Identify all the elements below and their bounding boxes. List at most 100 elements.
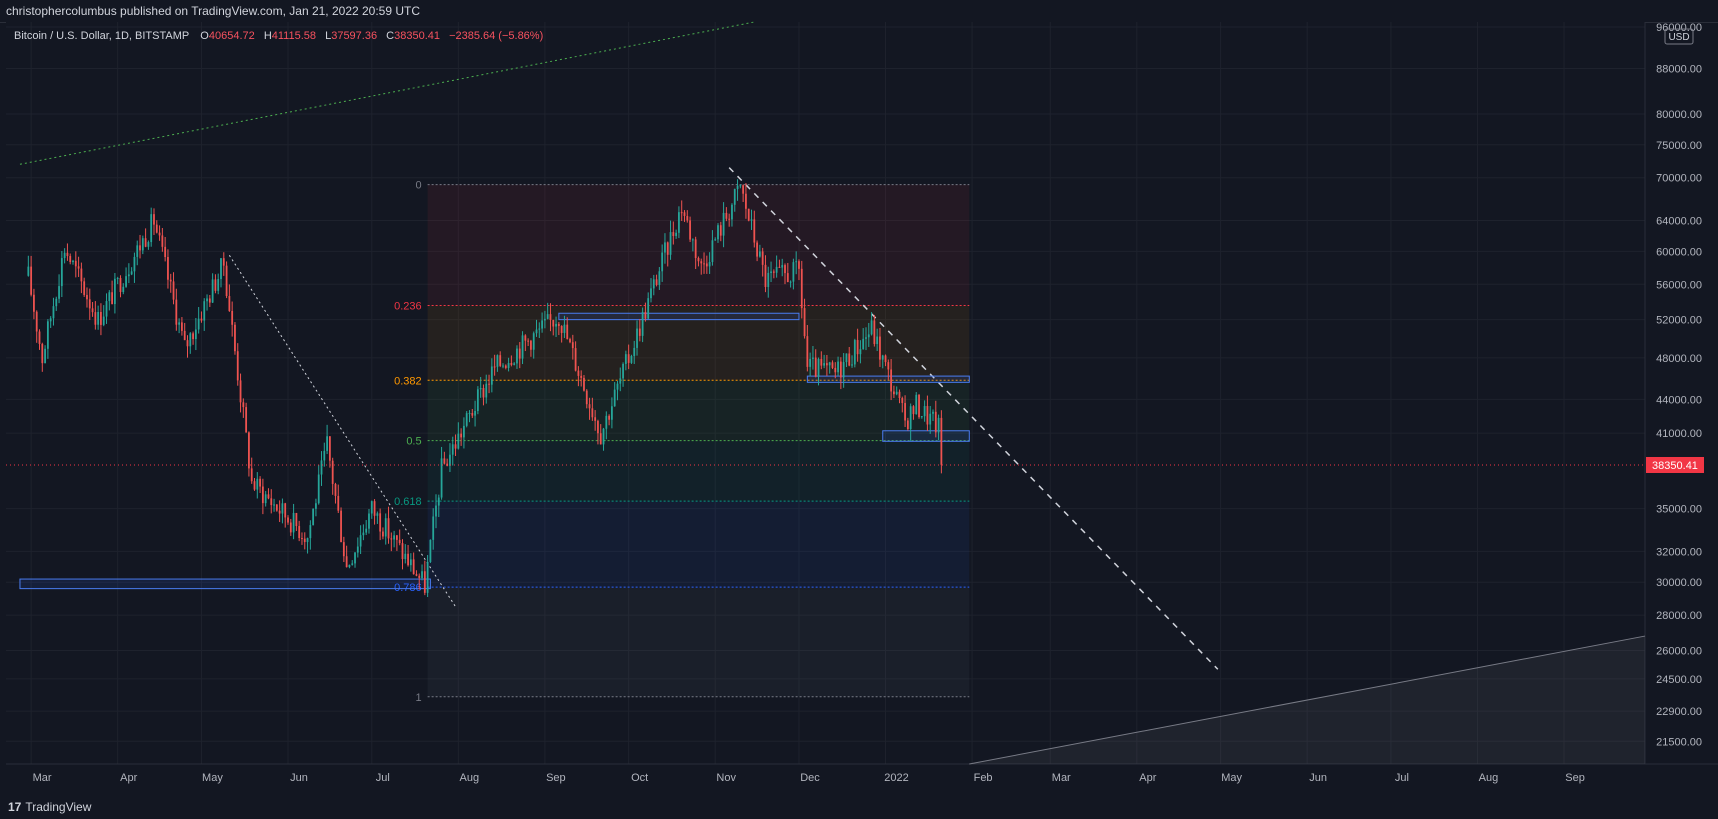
candle-body <box>549 314 552 320</box>
candle-body <box>672 232 675 237</box>
candle-body <box>817 358 820 377</box>
open-label: O <box>200 30 209 42</box>
candle-body <box>828 362 831 366</box>
candle-body <box>443 458 446 464</box>
candle-body <box>41 343 44 364</box>
tradingview-logo[interactable]: 17 TradingView <box>8 800 91 814</box>
candle-body <box>879 336 881 360</box>
trendline <box>728 167 1219 670</box>
candle-body <box>890 369 893 392</box>
candle-body <box>887 362 890 370</box>
candle-body <box>650 288 652 299</box>
candle-body <box>69 256 72 263</box>
candle-body <box>521 335 524 359</box>
x-tick-label: Apr <box>1139 772 1156 784</box>
candle-body <box>881 355 884 360</box>
x-tick-label: Dec <box>800 772 820 784</box>
candle-body <box>287 517 289 523</box>
candle-body <box>627 354 630 363</box>
y-tick-label: 64000.00 <box>1656 216 1702 228</box>
candle-body <box>624 354 627 364</box>
y-tick-label: 24500.00 <box>1656 674 1702 686</box>
candle-body <box>309 525 312 539</box>
candle-body <box>839 361 842 378</box>
candle-body <box>242 402 245 408</box>
candle-body <box>485 383 488 398</box>
candle-body <box>770 271 772 273</box>
candle-body <box>220 258 222 280</box>
x-tick-label: Jul <box>1395 772 1409 784</box>
candle-body <box>616 383 619 390</box>
candle-body <box>72 260 74 263</box>
candle-body <box>831 362 834 368</box>
candle-body <box>574 348 577 371</box>
candle-body <box>245 407 248 433</box>
close-value: 38350.41 <box>394 30 440 42</box>
candle-body <box>560 326 563 333</box>
fib-zone <box>427 380 970 441</box>
candle-body <box>859 349 862 355</box>
candle-body <box>530 340 532 350</box>
candle-body <box>613 389 616 407</box>
candle-body <box>206 298 208 302</box>
publisher-text: christophercolumbus published on Trading… <box>6 4 421 18</box>
candle-body <box>814 357 817 377</box>
candle-body <box>328 436 331 461</box>
y-tick-label: 21500.00 <box>1656 736 1702 748</box>
candle-body <box>66 252 69 257</box>
candle-body <box>373 501 376 516</box>
candle-body <box>256 478 259 490</box>
candle-body <box>901 398 904 404</box>
fib-level-label: 0.5 <box>406 436 421 448</box>
candle-body <box>784 265 786 274</box>
candle-body <box>407 553 409 566</box>
candle-body <box>502 365 504 367</box>
candle-body <box>823 363 826 366</box>
candle-body <box>141 238 144 251</box>
candle-body <box>641 311 644 336</box>
candle-body <box>638 328 641 336</box>
candle-body <box>189 333 192 347</box>
candle-body <box>38 331 41 344</box>
candle-body <box>694 239 697 259</box>
symbol-name[interactable]: Bitcoin / U.S. Dollar, 1D, BITSTAMP <box>14 30 190 42</box>
change-value: −2385.64 (−5.86%) <box>449 30 544 42</box>
candle-body <box>398 539 401 544</box>
candle-body <box>284 503 287 518</box>
x-tick-label: Jul <box>376 772 390 784</box>
support-resistance-zone <box>19 578 431 590</box>
low-label: L <box>325 30 332 42</box>
candle-body <box>792 262 795 282</box>
candle-body <box>714 239 717 241</box>
candle-body <box>569 339 571 343</box>
candle-body <box>412 559 415 575</box>
candle-body <box>337 495 340 511</box>
candle-body <box>113 278 116 305</box>
candle-body <box>46 321 49 349</box>
candle-body <box>476 389 479 412</box>
candle-body <box>359 535 362 547</box>
wedge-shade <box>969 636 1645 764</box>
candle-body <box>719 225 722 236</box>
candle-body <box>812 357 814 359</box>
candle-body <box>535 329 538 334</box>
candle-body <box>678 212 680 233</box>
candle-body <box>356 546 359 553</box>
candle-body <box>278 510 281 514</box>
candle-body <box>270 498 273 506</box>
candle-body <box>136 245 139 257</box>
candle-body <box>753 219 756 243</box>
candle-body <box>125 276 127 287</box>
candle-body <box>853 340 856 365</box>
y-tick-label: 75000.00 <box>1656 140 1702 152</box>
candle-body <box>320 460 323 475</box>
candle-body <box>557 323 560 327</box>
candle-body <box>610 406 613 420</box>
candle-body <box>102 316 105 325</box>
candle-body <box>803 308 806 337</box>
candle-body <box>317 474 320 504</box>
candle-body <box>571 342 574 349</box>
close-label: C <box>386 30 395 42</box>
candle-body <box>652 279 655 289</box>
